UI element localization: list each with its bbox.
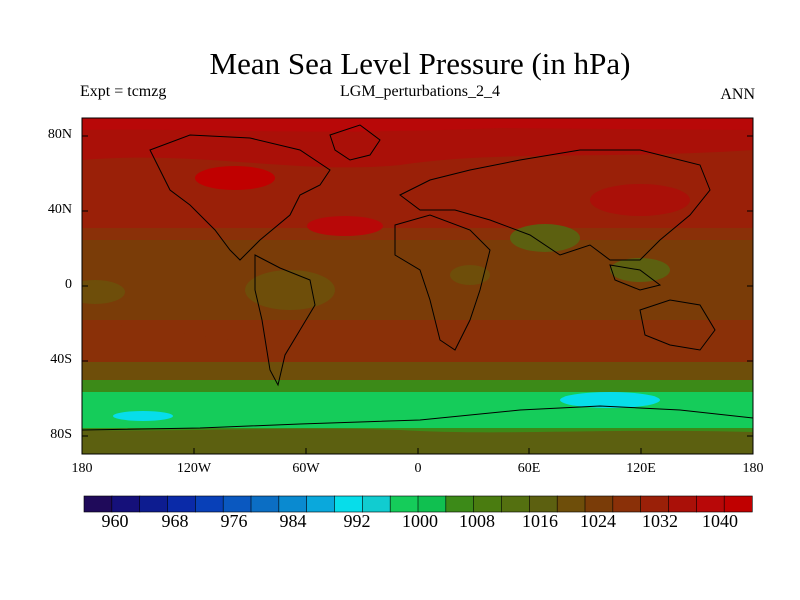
colorbar-swatch [668, 495, 697, 513]
colorbar-label-976: 976 [220, 511, 248, 531]
map-title: Mean Sea Level Pressure (in hPa) [209, 46, 631, 81]
colorbar-swatch [139, 495, 169, 513]
colorbar-swatch [473, 495, 503, 513]
colorbar-label-1016: 1016 [522, 511, 558, 531]
lon-label-120w: 120W [176, 461, 212, 476]
lat-label-40s: 40S [50, 352, 72, 367]
period-label: ANN [720, 86, 755, 103]
lon-label-0: 0 [414, 461, 422, 476]
colorbar-swatch [556, 495, 586, 513]
colorbar-swatch [696, 495, 725, 513]
axis-ticks [82, 135, 753, 454]
colorbar-swatch [250, 495, 280, 513]
colorbar-label-984: 984 [279, 511, 307, 531]
lon-label-180e: 180 [742, 461, 764, 476]
colorbar-swatch [529, 495, 558, 513]
colorbar-swatch [334, 495, 363, 513]
colorbar-label-968: 968 [161, 511, 189, 531]
pressure-field [82, 118, 753, 454]
colorbar-label-992: 992 [343, 511, 371, 531]
colorbar-swatch [167, 495, 196, 513]
lat-label-80n: 80N [47, 127, 72, 142]
colorbar-label-1008: 1008 [459, 511, 495, 531]
colorbar-swatch [640, 495, 670, 513]
colorbar-swatch [222, 495, 252, 513]
colorbar-swatch [612, 495, 642, 513]
colorbar-label-1000: 1000 [402, 511, 438, 531]
colorbar-label-960: 960 [101, 511, 129, 531]
colorbar-swatch [417, 495, 447, 513]
lat-label-80s: 80S [50, 427, 72, 442]
colorbar-swatch [278, 495, 308, 513]
colorbar-swatch [584, 495, 614, 513]
colorbar [83, 495, 753, 513]
lon-label-180w: 180 [71, 461, 93, 476]
colorbar-label-1032: 1032 [642, 511, 678, 531]
lon-label-60w: 60W [292, 461, 320, 476]
colorbar-swatch [501, 495, 530, 513]
colorbar-swatch [362, 495, 391, 513]
coastlines [82, 124, 753, 431]
colorbar-swatch [83, 495, 113, 513]
colorbar-swatch [111, 495, 141, 513]
colorbar-swatch [723, 495, 753, 513]
lon-label-120e: 120E [626, 461, 656, 476]
colorbar-swatch [445, 495, 475, 513]
run-label: LGM_perturbations_2_4 [340, 83, 500, 100]
lat-label-0: 0 [65, 277, 72, 292]
lon-label-60e: 60E [517, 461, 541, 476]
lat-label-40n: 40N [47, 202, 72, 217]
colorbar-swatch [306, 495, 336, 513]
experiment-label: Expt = tcmzg [80, 83, 167, 100]
colorbar-label-1040: 1040 [702, 511, 738, 531]
colorbar-label-1024: 1024 [580, 511, 616, 531]
colorbar-swatch [389, 495, 419, 513]
colorbar-swatch [195, 495, 224, 513]
